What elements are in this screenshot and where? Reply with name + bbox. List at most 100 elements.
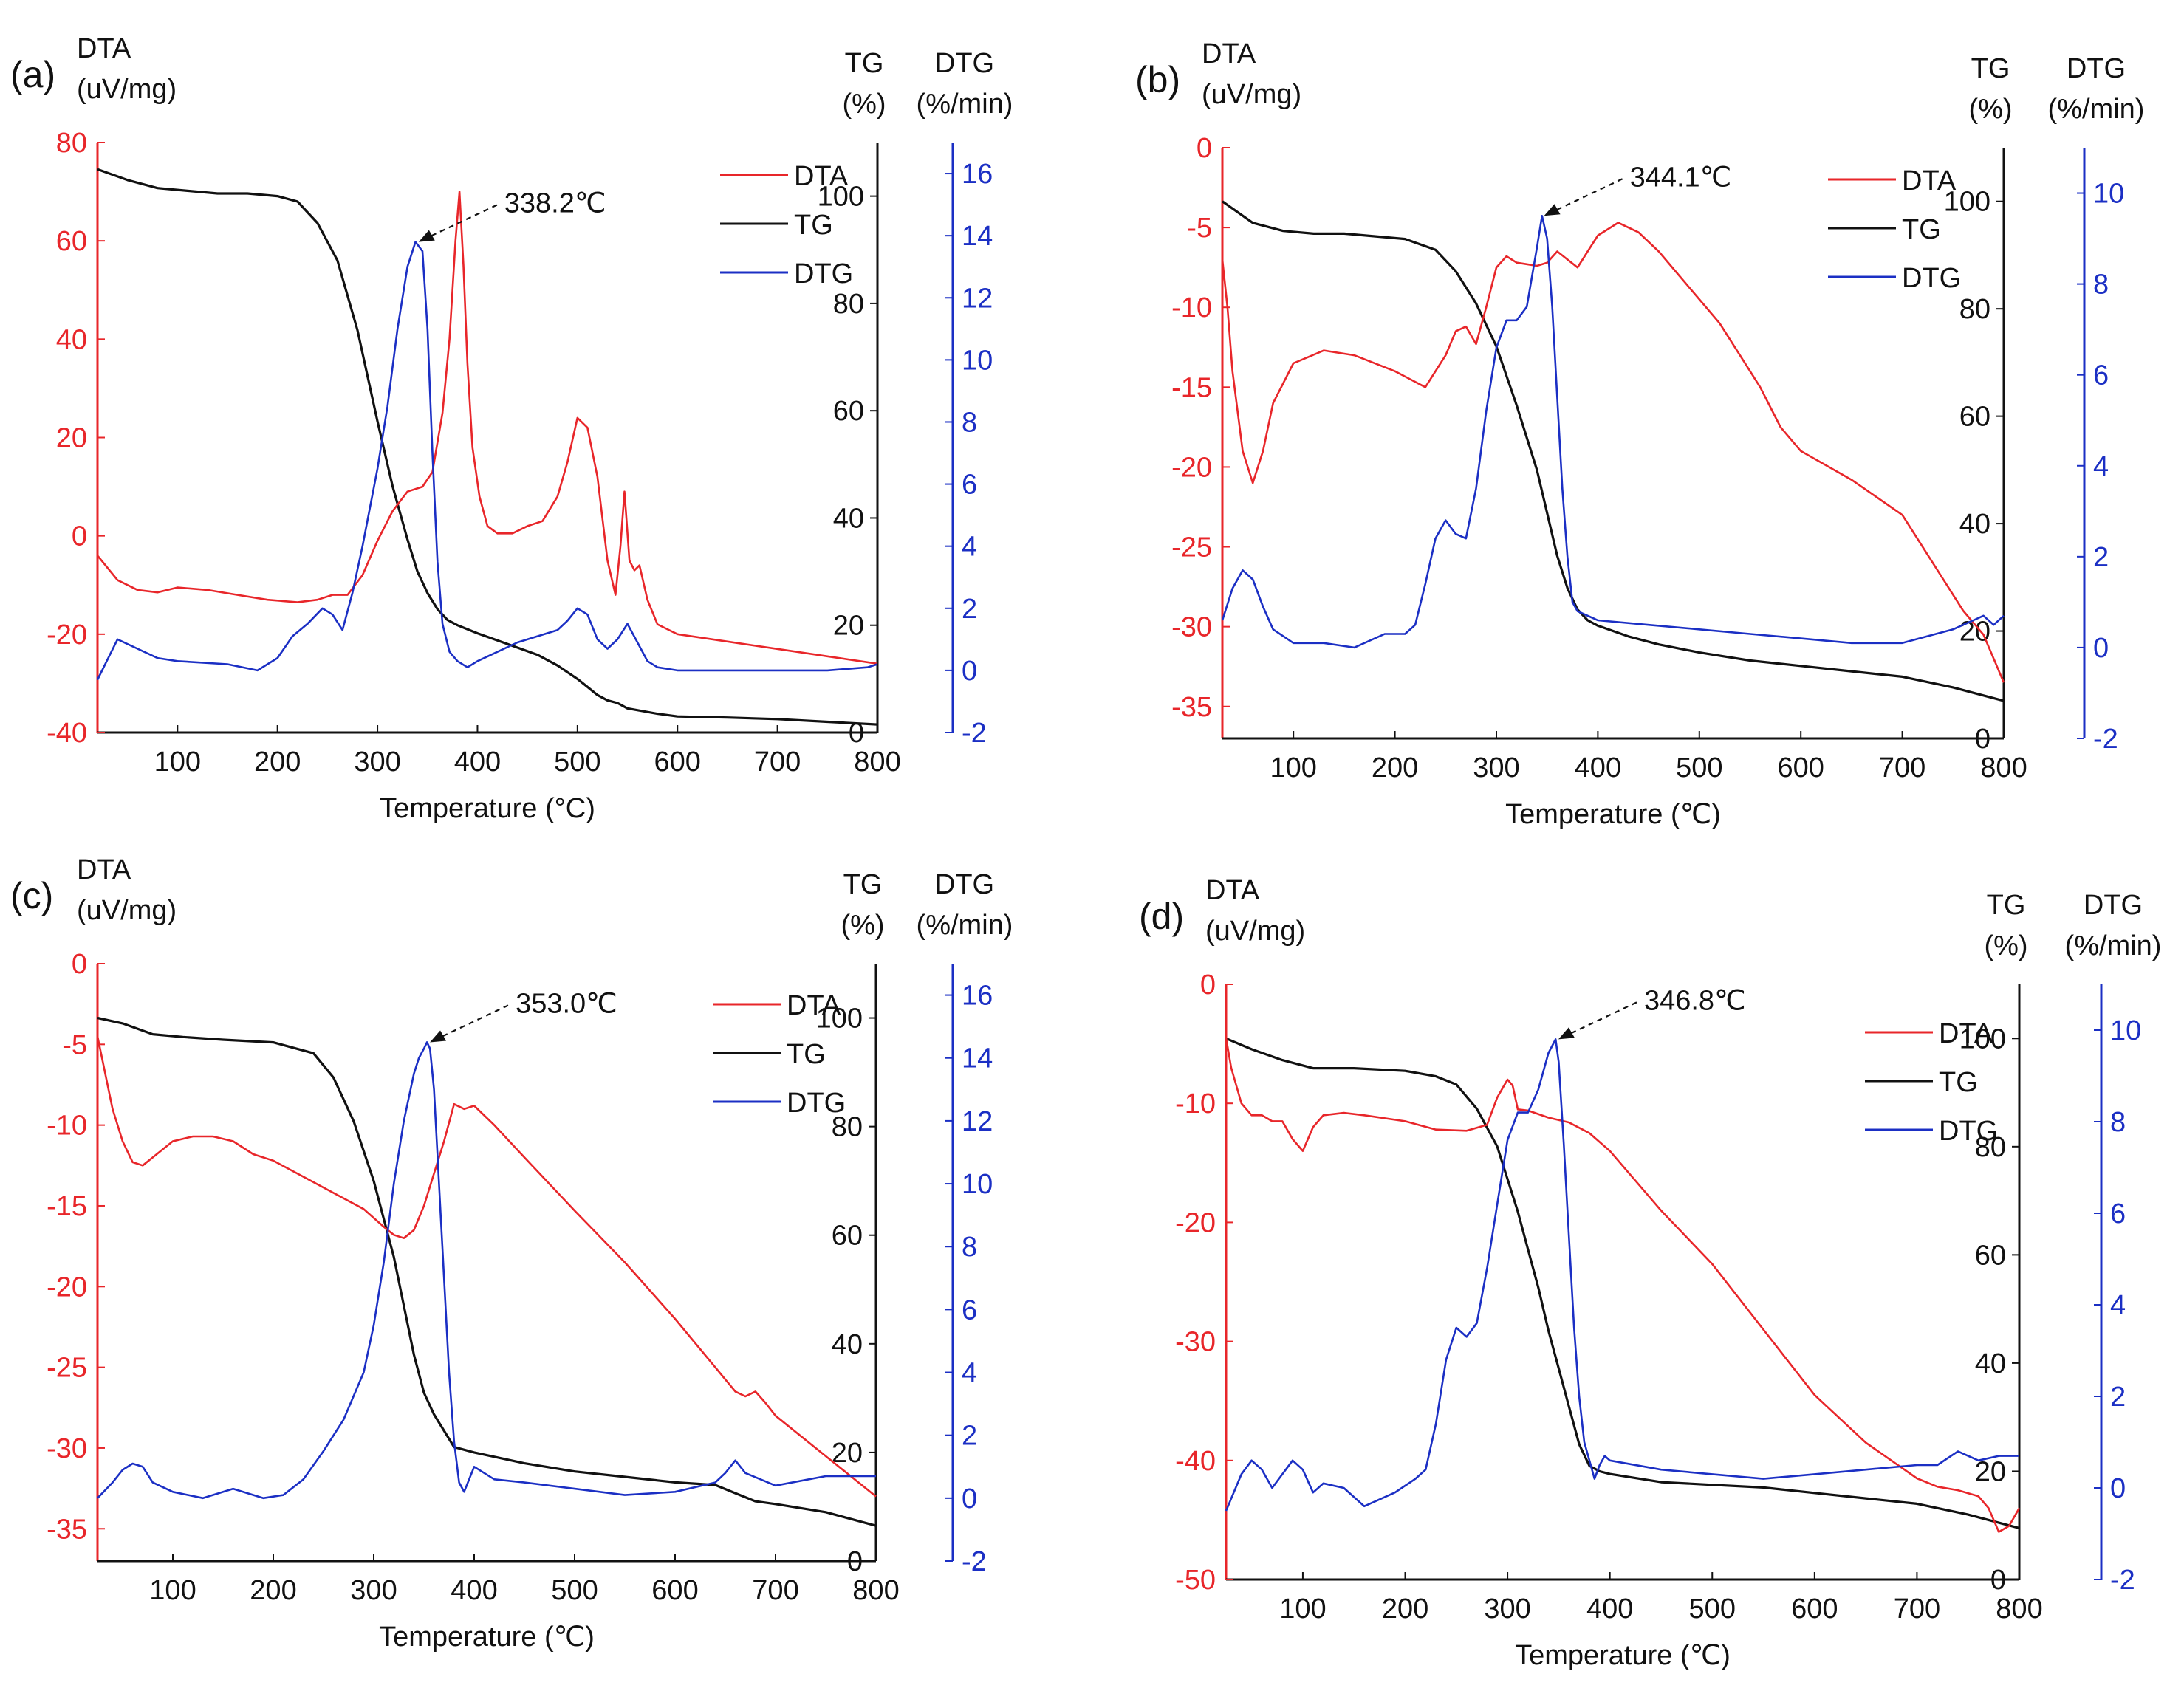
panel-b: (b)DTA(uV/mg)TG(%)DTG(%/min)100 200 300 400… (1135, 38, 2144, 830)
dta-tick-label: -20 (1171, 452, 1212, 483)
annotation-arrowhead (430, 1030, 447, 1043)
x-tick-label: 300 (350, 1575, 397, 1606)
x-tick-label: 200 (1382, 1594, 1428, 1625)
tg-tick-label: 100 (818, 182, 864, 213)
legend-label-dta: DTA (794, 161, 849, 192)
tg-axis-title: TG (845, 48, 884, 79)
tg-tick-label: 80 (1959, 294, 1990, 325)
x-tick-label: 400 (454, 747, 501, 778)
dtg-axis-unit: (%/min) (2048, 94, 2145, 125)
x-tick-label: 300 (1484, 1594, 1530, 1625)
tg-tick-label: 60 (832, 1221, 863, 1252)
tg-series-line (97, 1016, 877, 1527)
dtg-tick-label: -2 (2110, 1565, 2135, 1596)
x-tick-label: 700 (1879, 752, 1925, 783)
tg-axis-title: TG (843, 869, 883, 900)
dtg-series-line (1225, 1038, 2019, 1512)
x-tick-label: 700 (752, 1575, 798, 1606)
dta-tick-label: -20 (1175, 1207, 1216, 1238)
dtg-tick-label: -2 (2093, 724, 2118, 755)
x-tick-label: 800 (852, 1575, 899, 1606)
panel-label: (c) (10, 875, 53, 916)
tg-tick-label: 20 (832, 1438, 863, 1469)
x-tick-label: 500 (554, 747, 600, 778)
tg-tick-label: 60 (1975, 1240, 2006, 1271)
dta-tick-label: -50 (1175, 1565, 1216, 1596)
dta-axis-title: DTA (1202, 38, 1256, 69)
tg-tick-label: 40 (833, 503, 864, 534)
dtg-tick-label: -2 (962, 1546, 987, 1577)
annotation-leader (1561, 1001, 1637, 1039)
dta-tick-label: -30 (1171, 612, 1212, 643)
dta-tick-label: 0 (1197, 133, 1212, 164)
tg-tick-label: 40 (1959, 509, 1990, 540)
dta-tick-label: 20 (56, 423, 87, 454)
tg-tick-label: 100 (1944, 187, 1990, 218)
annotation-leader (421, 204, 498, 241)
tg-tick-label: 20 (833, 611, 864, 642)
dtg-tick-label: 4 (962, 1358, 977, 1389)
legend-label-tg: TG (1902, 214, 1941, 245)
tg-tick-label: 0 (1990, 1565, 2006, 1596)
dta-tick-label: -15 (1171, 372, 1212, 403)
dtg-tick-label: 6 (962, 470, 977, 501)
tg-axis-unit: (%) (1984, 930, 2027, 961)
panel-c: (c)DTA(uV/mg)TG(%)DTG(%/min)100 200 300 400… (10, 854, 1013, 1653)
tg-tick-label: 40 (1975, 1348, 2006, 1379)
tg-tick-label: 40 (832, 1329, 863, 1360)
tg-tick-label: 80 (1975, 1132, 2006, 1163)
dta-tick-label: 80 (56, 128, 87, 159)
annotation-arrowhead (1544, 204, 1561, 216)
dtg-axis-unit: (%/min) (2065, 930, 2162, 961)
peak-annotation-label: 353.0℃ (516, 988, 617, 1019)
legend-label-tg: TG (787, 1039, 826, 1070)
dtg-tick-label: 2 (962, 594, 977, 625)
x-axis-label: Temperature (℃) (1515, 1640, 1731, 1671)
dtg-tick-label: 10 (962, 1169, 993, 1200)
dtg-tick-label: 8 (962, 407, 977, 438)
dta-series-line (1225, 1038, 2021, 1533)
dtg-tick-label: 16 (962, 981, 993, 1012)
tg-tick-label: 0 (1975, 724, 1990, 755)
dta-axis-title: DTA (1205, 875, 1260, 906)
x-tick-label: 300 (1473, 752, 1519, 783)
x-axis-label: Temperature (℃) (1505, 799, 1721, 830)
dtg-tick-label: 0 (2093, 633, 2109, 664)
dtg-tick-label: 10 (962, 345, 993, 376)
dta-axis-title: DTA (77, 854, 131, 885)
dta-tick-label: -5 (1187, 213, 1212, 244)
annotation-leader (432, 1004, 509, 1042)
dtg-series-line (96, 241, 878, 681)
dta-tick-label: -15 (47, 1191, 87, 1222)
dtg-tick-label: 6 (962, 1294, 977, 1325)
x-tick-label: 700 (1894, 1594, 1940, 1625)
x-tick-label: 200 (254, 747, 301, 778)
dta-tick-label: 0 (72, 949, 87, 980)
dta-tick-label: -40 (47, 718, 87, 749)
tg-axis-unit: (%) (1968, 94, 2012, 125)
dtg-tick-label: 8 (962, 1232, 977, 1263)
legend-label-dtg: DTG (1902, 263, 1961, 294)
legend-label-dta: DTA (787, 990, 841, 1021)
x-tick-label: 800 (854, 747, 900, 778)
dta-tick-label: -5 (62, 1029, 87, 1060)
tg-tick-label: 100 (1959, 1023, 2006, 1054)
x-tick-label: 700 (754, 747, 801, 778)
legend-label-tg: TG (794, 210, 833, 241)
dtg-tick-label: 4 (2093, 451, 2109, 482)
tg-axis-unit: (%) (841, 910, 884, 941)
dtg-tick-label: 2 (2093, 542, 2109, 573)
x-tick-label: 400 (1586, 1594, 1633, 1625)
dta-tick-label: 60 (56, 226, 87, 257)
dtg-tick-label: 6 (2110, 1198, 2126, 1229)
x-tick-label: 600 (1791, 1594, 1838, 1625)
tg-tick-label: 0 (847, 1546, 863, 1577)
dta-tick-label: -10 (47, 1111, 87, 1142)
dtg-tick-label: 10 (2110, 1015, 2141, 1046)
dta-axis-unit: (uV/mg) (77, 895, 177, 926)
dta-tick-label: -20 (47, 1272, 87, 1303)
dtg-series-line (97, 1041, 876, 1500)
tg-axis-title: TG (1987, 890, 2026, 921)
dta-axis-unit: (uV/mg) (1202, 79, 1301, 110)
dta-axis-title: DTA (77, 33, 131, 64)
